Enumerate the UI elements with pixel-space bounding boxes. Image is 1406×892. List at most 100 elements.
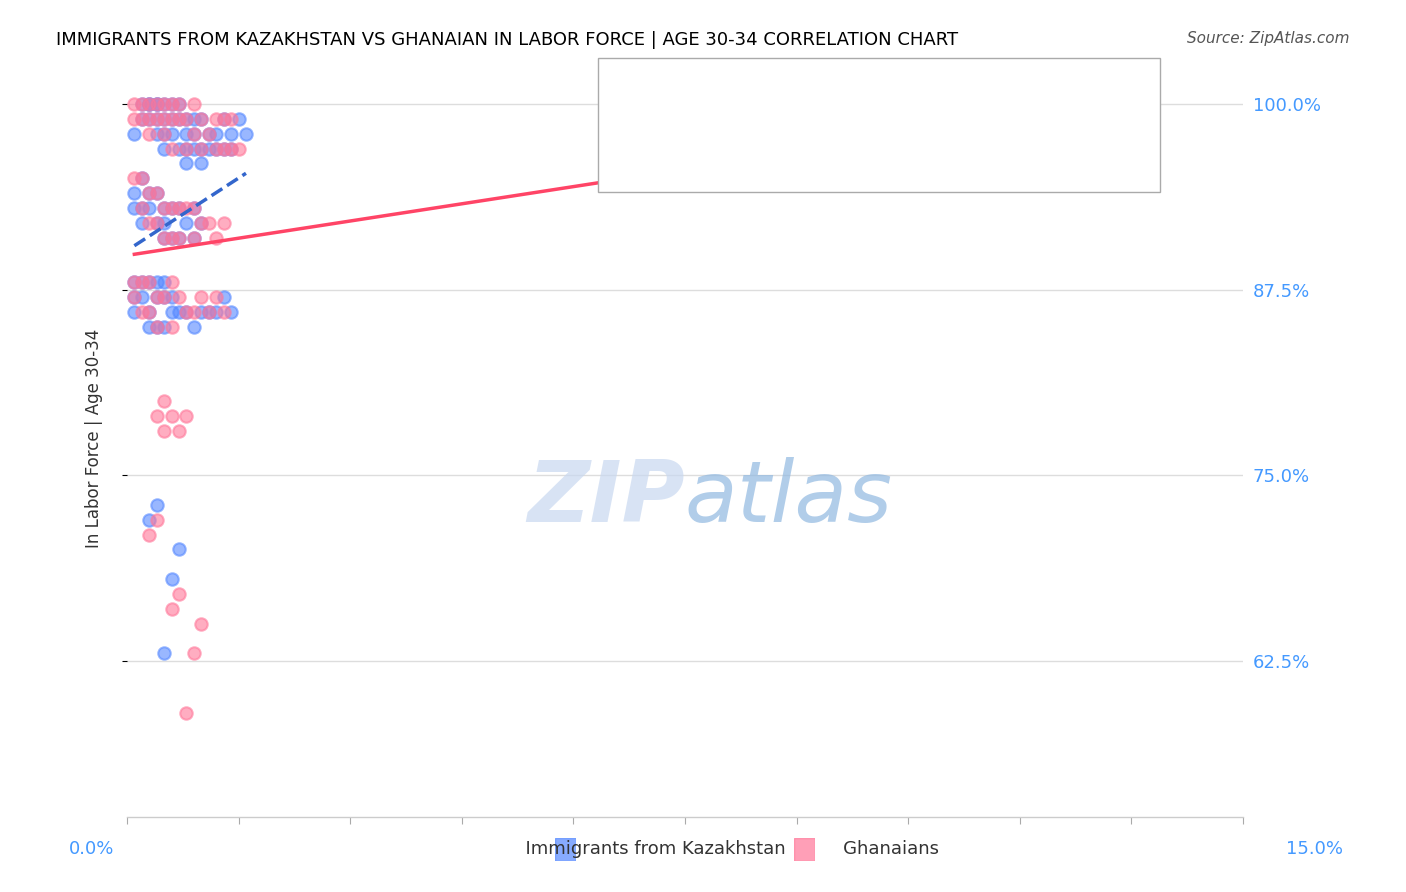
Point (190, 142, 212, 156)
Point (138, 275, 160, 289)
Point (205, 142, 228, 156)
Point (145, 97, 167, 112)
Point (1083, 97, 1105, 112)
Point (190, 305, 212, 319)
Text: IMMIGRANTS FROM KAZAKHSTAN VS GHANAIAN IN LABOR FORCE | AGE 30-34 CORRELATION CH: IMMIGRANTS FROM KAZAKHSTAN VS GHANAIAN I… (56, 31, 959, 49)
Point (183, 230, 205, 244)
Point (153, 230, 176, 244)
Point (145, 216, 167, 230)
Text: 0.0%: 0.0% (69, 840, 114, 858)
Point (124, 275, 146, 289)
Point (145, 112, 167, 126)
Point (138, 216, 160, 230)
Point (212, 112, 235, 126)
Point (145, 186, 167, 201)
Point (124, 97, 146, 112)
Point (167, 97, 190, 112)
Point (183, 201, 205, 215)
Point (160, 290, 183, 304)
Point (160, 230, 183, 244)
Point (212, 142, 235, 156)
Point (138, 319, 160, 334)
Point (190, 112, 212, 126)
Point (145, 409, 167, 423)
Point (138, 112, 160, 126)
Point (190, 216, 212, 230)
Point (205, 230, 228, 244)
Point (167, 201, 190, 215)
Point (153, 319, 176, 334)
Point (131, 201, 153, 215)
Point (124, 290, 146, 304)
Point (145, 127, 167, 141)
Point (138, 513, 160, 527)
Point (167, 112, 190, 126)
Y-axis label: In Labor Force | Age 30-34: In Labor Force | Age 30-34 (86, 328, 103, 548)
Point (145, 216, 167, 230)
Point (176, 142, 198, 156)
Point (183, 646, 205, 660)
Point (167, 230, 190, 244)
Point (124, 171, 146, 186)
Point (124, 275, 146, 289)
Point (131, 275, 153, 289)
Point (138, 97, 160, 112)
Point (176, 112, 198, 126)
Point (138, 275, 160, 289)
Point (131, 201, 153, 215)
Point (183, 127, 205, 141)
Point (124, 290, 146, 304)
Point (190, 156, 212, 170)
Point (167, 201, 190, 215)
Point (183, 127, 205, 141)
Point (212, 216, 235, 230)
Point (197, 142, 219, 156)
Point (153, 424, 176, 438)
Point (160, 572, 183, 586)
Point (205, 142, 228, 156)
Point (212, 112, 235, 126)
Point (212, 142, 235, 156)
Point (167, 112, 190, 126)
Point (138, 186, 160, 201)
Point (131, 216, 153, 230)
Point (124, 201, 146, 215)
Point (190, 142, 212, 156)
Point (219, 127, 242, 141)
Point (145, 97, 167, 112)
Point (145, 319, 167, 334)
Point (131, 112, 153, 126)
Point (153, 142, 176, 156)
Point (160, 97, 183, 112)
Point (160, 409, 183, 423)
Point (145, 112, 167, 126)
Point (153, 201, 176, 215)
Point (124, 305, 146, 319)
Point (183, 305, 205, 319)
Point (153, 290, 176, 304)
Point (153, 201, 176, 215)
Point (138, 186, 160, 201)
Point (153, 216, 176, 230)
Point (167, 587, 190, 601)
Point (205, 305, 228, 319)
Point (160, 127, 183, 141)
Point (138, 201, 160, 215)
Point (153, 290, 176, 304)
Point (124, 112, 146, 126)
Point (167, 230, 190, 244)
Point (160, 97, 183, 112)
Point (160, 112, 183, 126)
Point (153, 646, 176, 660)
Point (197, 305, 219, 319)
Point (176, 142, 198, 156)
Point (197, 127, 219, 141)
Point (145, 275, 167, 289)
Point (145, 319, 167, 334)
Point (153, 275, 176, 289)
Point (138, 112, 160, 126)
Point (124, 186, 146, 201)
Point (138, 97, 160, 112)
Point (145, 513, 167, 527)
Legend: R = 0.298   N = 89, R = 0.348   N = 83: R = 0.298 N = 89, R = 0.348 N = 83 (799, 85, 1043, 148)
